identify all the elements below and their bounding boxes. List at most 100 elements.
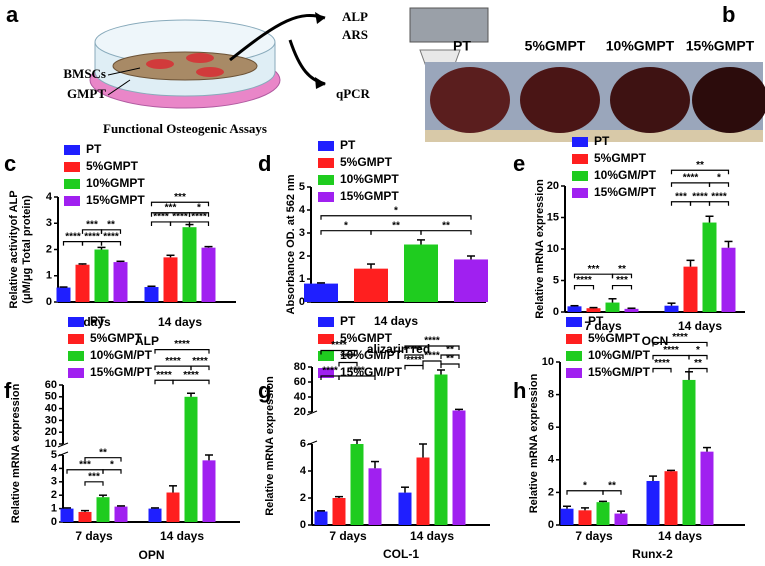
significance-label: **** <box>424 351 440 362</box>
bar <box>166 492 180 522</box>
significance-label: *** <box>588 264 600 275</box>
significance-bracket <box>440 354 460 359</box>
significance-bracket <box>100 241 122 246</box>
x-tick-label: 14 days <box>678 319 722 333</box>
legend-label: 15%GMPT <box>86 193 145 207</box>
significance-bracket <box>188 221 210 226</box>
significance-label: **** <box>156 370 172 381</box>
bar <box>113 262 128 302</box>
panel-letter: b <box>722 2 735 27</box>
legend-label: 10%GMPT <box>86 176 145 190</box>
y-tick-label: 0 <box>300 519 306 531</box>
significance-label: **** <box>331 340 347 351</box>
x-tick-label: 7 days <box>575 529 613 543</box>
bar <box>567 306 582 312</box>
arrow-head <box>315 77 326 89</box>
legend-label: PT <box>86 142 102 156</box>
y-tick-label: 2 <box>46 243 52 255</box>
label: Functional Osteogenic Assays <box>103 121 267 136</box>
disc <box>520 67 600 133</box>
panel-letter: g <box>258 378 271 403</box>
bar <box>605 302 620 312</box>
bar <box>78 511 92 522</box>
y-tick-label: 2 <box>299 250 305 262</box>
bar <box>721 247 736 312</box>
y-tick-label: 4 <box>51 462 58 474</box>
x-tick-label: 7 days <box>329 529 367 543</box>
bar <box>454 259 488 302</box>
significance-bracket <box>150 201 210 207</box>
significance-bracket <box>573 284 595 290</box>
sample-label: 10%GMPT <box>606 38 675 54</box>
significance-label: *** <box>86 219 98 230</box>
significance-bracket <box>708 182 730 187</box>
legend-label: 15%GM/PT <box>90 365 153 379</box>
significance-label: **** <box>340 352 356 363</box>
cell <box>146 59 174 69</box>
bar <box>201 247 216 302</box>
y-axis-label: (μM/μg Total protein) <box>21 195 33 304</box>
significance-bracket <box>404 345 460 350</box>
panel-letter: a <box>6 2 19 27</box>
bar <box>184 396 198 522</box>
legend-swatch <box>572 171 588 181</box>
bar <box>560 508 574 525</box>
significance-label: **** <box>424 336 440 347</box>
bar <box>350 444 364 525</box>
significance-label: **** <box>103 231 119 242</box>
legend-label: PT <box>90 314 106 328</box>
y-tick-label: 20 <box>45 426 57 438</box>
significance-label: ** <box>446 345 454 356</box>
well-plate <box>409 7 489 43</box>
legend-swatch <box>318 141 334 151</box>
x-tick-label: 14 days <box>158 315 202 329</box>
legend-swatch <box>64 145 80 155</box>
bar <box>646 480 660 525</box>
bar <box>304 283 338 302</box>
y-tick-label: 10 <box>547 243 559 255</box>
y-tick-label: 3 <box>299 227 305 239</box>
bar <box>182 227 197 302</box>
significance-bracket <box>688 354 708 360</box>
legend-swatch <box>566 334 582 344</box>
legend-swatch <box>68 351 84 361</box>
y-tick-label: 4 <box>299 204 306 216</box>
significance-label: ** <box>446 354 454 365</box>
significance-bracket <box>172 379 210 385</box>
x-tick-label: 14 days <box>160 529 204 543</box>
x-tick-label: 14 days <box>410 529 454 543</box>
legend-swatch <box>318 317 334 327</box>
label: qPCR <box>336 86 371 101</box>
legend-label: 5%GMPT <box>340 331 393 345</box>
bar <box>596 502 610 525</box>
legend-swatch <box>318 192 334 202</box>
y-tick-label: 5 <box>299 181 305 193</box>
significance-bracket <box>440 363 460 368</box>
y-tick-label: 60 <box>45 379 57 391</box>
bar <box>614 513 628 525</box>
bar <box>416 457 430 525</box>
y-tick-label: 20 <box>294 406 306 418</box>
bar <box>578 510 592 525</box>
cell <box>186 53 214 63</box>
legend-label: 5%GMPT <box>86 159 139 173</box>
significance-label: **** <box>654 358 670 369</box>
y-tick-label: 2 <box>300 492 306 504</box>
legend-swatch <box>68 368 84 378</box>
significance-label: **** <box>172 212 188 223</box>
significance-bracket <box>688 367 708 373</box>
significance-label: *** <box>616 275 628 286</box>
legend-label: 5%GMPT <box>90 331 143 345</box>
significance-label: **** <box>174 339 190 350</box>
bar <box>60 508 74 522</box>
significance-bracket <box>404 364 424 370</box>
legend-swatch <box>572 137 588 147</box>
significance-label: ** <box>696 160 704 171</box>
x-axis-label: Runx-2 <box>632 547 673 561</box>
bar <box>624 308 639 312</box>
significance-label: ** <box>694 358 702 369</box>
bar <box>148 508 162 522</box>
y-axis-label: Relative mRNA expression <box>528 373 540 513</box>
x-tick-label: 7 days <box>75 529 113 543</box>
